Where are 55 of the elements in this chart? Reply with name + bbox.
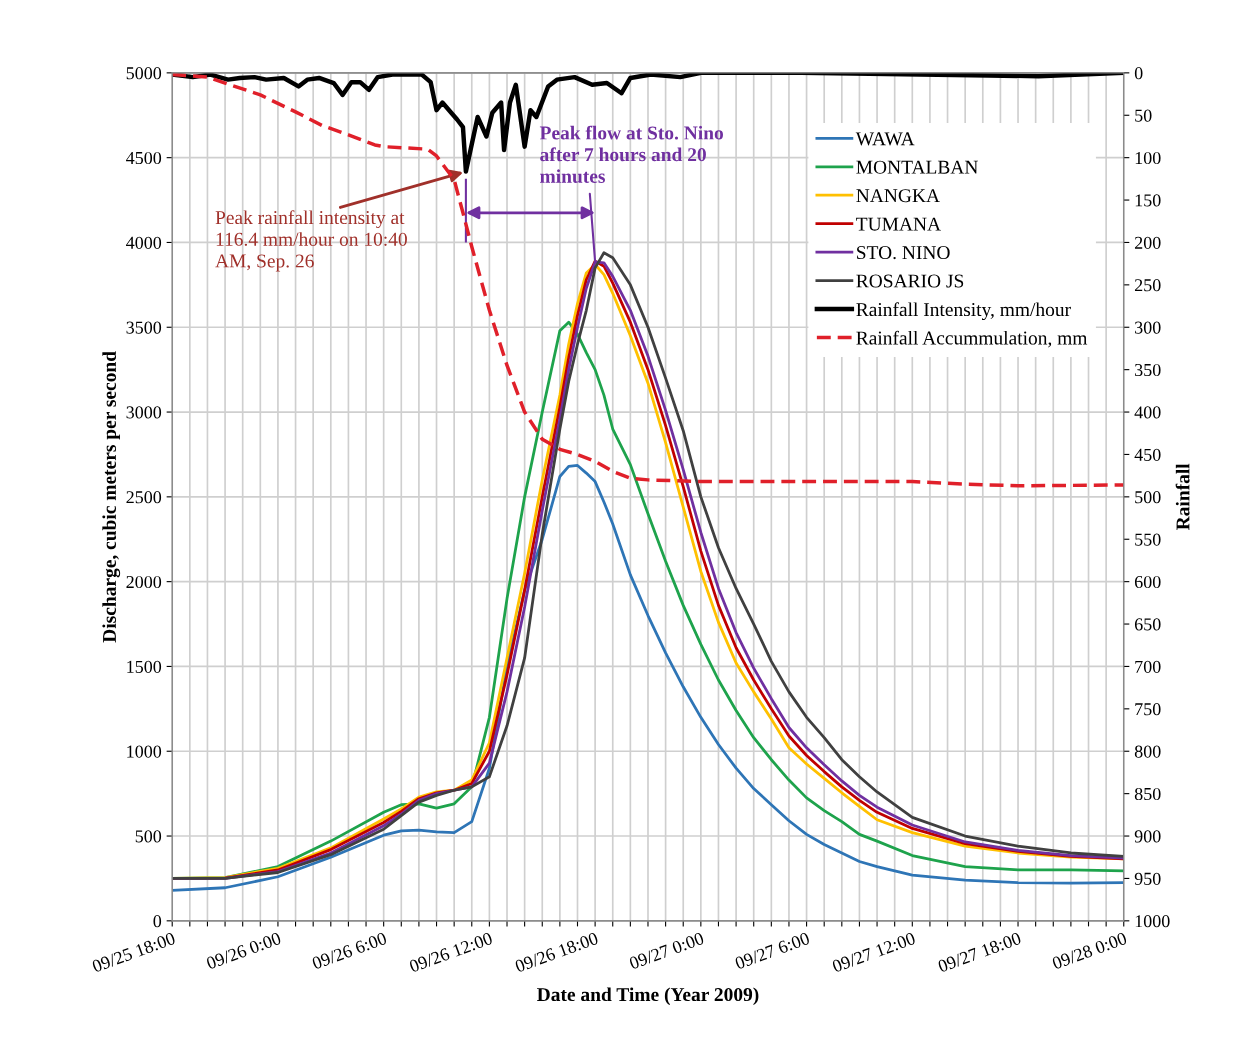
y-tick-label: 5000 [126, 67, 162, 80]
y2-tick-label: 750 [1135, 703, 1161, 716]
y-tick-label: 4500 [126, 151, 162, 165]
annotation: Peak flow at Sto. Nino after 7 hours and 20 minutes [539, 125, 723, 183]
y2-tick-label: 50 [1135, 109, 1152, 122]
legend-label: WAWA [855, 132, 915, 146]
legend-label: Rainfall Accummulation, mm [856, 330, 1088, 348]
y2-tick-label: 200 [1134, 236, 1161, 249]
y2-tick-label: 400 [1134, 406, 1161, 419]
x-tick-label: 09/26 12:00 [408, 931, 494, 973]
y-axis-title: Discharge, cubic meters per second [102, 351, 121, 643]
x-tick-label: 09/27 12:00 [831, 931, 917, 973]
x-tick-label: 09/26 6:00 [311, 931, 388, 970]
legend-label: MONTALBAN [856, 160, 978, 174]
legend-label: STO. NINO [857, 246, 950, 260]
x-tick-label: 09/27 6:00 [734, 931, 811, 970]
y2-tick-label: 800 [1134, 745, 1161, 758]
y-tick-label: 3000 [126, 406, 162, 419]
legend-label: ROSARIO JS [856, 274, 964, 288]
y2-tick-label: 900 [1134, 830, 1161, 843]
y2-tick-label: 500 [1135, 491, 1161, 504]
y-tick-label: 2000 [126, 575, 162, 589]
legend-label: Rainfall Intensity, mm/hour [856, 302, 1071, 321]
x-tick-label: 09/27 0:00 [628, 931, 705, 970]
y2-axis-title: Rainfall [1175, 463, 1190, 531]
x-tick-label: 09/26 18:00 [514, 931, 599, 973]
y2-tick-label: 1000 [1135, 915, 1170, 928]
y2-tick-label: 450 [1134, 448, 1161, 461]
y2-tick-label: 550 [1135, 533, 1161, 546]
legend-label: TUMANA [856, 217, 941, 231]
legend-label: NANGKA [856, 189, 940, 203]
y-tick-label: 1500 [127, 660, 162, 673]
y2-tick-label: 0 [1134, 67, 1143, 80]
y2-tick-label: 600 [1134, 575, 1161, 589]
y2-tick-label: 650 [1134, 618, 1161, 631]
y-tick-label: 0 [153, 915, 162, 928]
x-tick-label: 09/25 18:00 [91, 931, 176, 973]
x-axis-title: Date and Time (Year 2009) [537, 987, 759, 1006]
y2-tick-label: 350 [1135, 363, 1161, 377]
y-tick-label: 2500 [126, 491, 162, 504]
y2-tick-label: 100 [1135, 151, 1161, 165]
y-tick-label: 3500 [126, 321, 162, 334]
y-tick-label: 1000 [127, 745, 162, 758]
annotation: Peak rainfall intensity at 116.4 mm/hour on 10:40 AM, Sep. 26 [215, 210, 407, 272]
y-tick-label: 4000 [126, 236, 162, 249]
y2-tick-label: 850 [1134, 787, 1161, 801]
y2-tick-label: 150 [1135, 194, 1161, 207]
y2-tick-label: 950 [1134, 872, 1161, 885]
x-tick-label: 09/27 18:00 [937, 931, 1022, 973]
y2-tick-label: 700 [1135, 660, 1161, 673]
y2-tick-label: 300 [1135, 321, 1161, 334]
x-tick-label: 09/26 0:00 [205, 931, 282, 970]
y-tick-label: 500 [135, 830, 162, 843]
x-tick-label: 09/28 0:00 [1051, 931, 1128, 970]
y2-tick-label: 250 [1134, 279, 1161, 292]
